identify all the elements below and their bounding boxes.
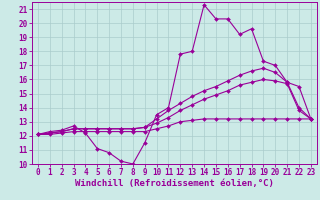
X-axis label: Windchill (Refroidissement éolien,°C): Windchill (Refroidissement éolien,°C) — [75, 179, 274, 188]
